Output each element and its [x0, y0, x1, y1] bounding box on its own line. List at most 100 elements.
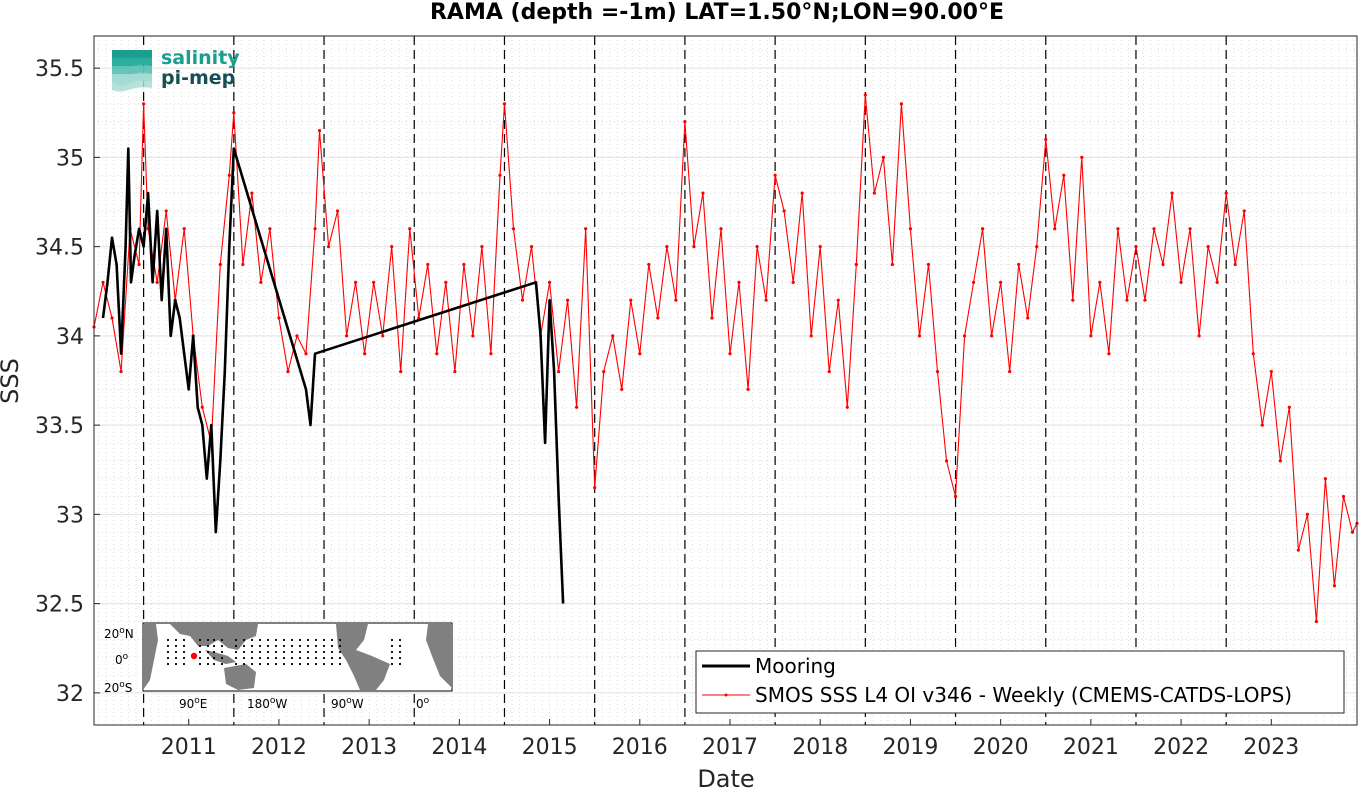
smos-data-point — [773, 173, 777, 177]
smos-data-point — [520, 298, 525, 302]
inset-mooring-dot — [250, 638, 254, 642]
inset-lat-label-20s: 20oS — [104, 680, 132, 695]
smos-data-point — [999, 280, 1003, 284]
inset-mooring-dot — [212, 650, 216, 654]
inset-mooring-dot — [198, 638, 202, 642]
smos-data-point — [304, 352, 308, 356]
inset-mooring-dot — [274, 656, 278, 660]
smos-data-point — [926, 262, 931, 267]
smos-data-point — [782, 209, 786, 213]
smos-data-point — [259, 280, 263, 284]
smos-data-point — [399, 369, 403, 374]
smos-data-point — [683, 120, 687, 124]
smos-data-point — [990, 334, 994, 338]
inset-lon-label-180w: 180oW — [247, 696, 287, 711]
inset-mooring-dot — [234, 638, 238, 642]
inset-mooring-dot — [212, 638, 216, 642]
y-tick-label: 32.5 — [35, 593, 84, 618]
smos-data-point — [277, 316, 281, 320]
smos-data-point — [390, 245, 394, 249]
smos-data-point — [800, 191, 804, 195]
smos-data-point — [1287, 405, 1291, 409]
smos-data-point — [602, 369, 606, 374]
inset-mooring-dot — [206, 662, 210, 666]
smos-data-point — [489, 352, 493, 356]
smos-data-point — [575, 405, 579, 409]
smos-data-point — [1188, 227, 1192, 231]
inset-mooring-dot — [290, 650, 294, 654]
smos-data-point — [1152, 227, 1156, 231]
inset-mooring-dot — [314, 662, 318, 666]
smos-data-point — [317, 129, 322, 133]
inset-mooring-dot — [330, 650, 334, 654]
inset-mooring-dot — [298, 638, 302, 642]
logo-text-pi-mep: pi-mep — [161, 67, 235, 89]
inset-mooring-dot — [330, 638, 334, 642]
smos-data-point — [665, 245, 669, 249]
smos-data-point — [182, 227, 186, 231]
inset-mooring-dot — [234, 662, 238, 666]
inset-mooring-dot — [234, 644, 238, 648]
x-tick-label: 2011 — [161, 735, 217, 760]
x-tick-label: 2017 — [702, 735, 758, 760]
inset-mooring-dot — [330, 662, 334, 666]
inset-mooring-dot — [242, 638, 246, 642]
y-tick-label: 35.5 — [35, 57, 84, 82]
inset-mooring-dot — [314, 638, 318, 642]
smos-data-point — [1053, 227, 1057, 231]
smos-data-point — [899, 102, 904, 106]
inset-land-australia — [224, 664, 256, 690]
smos-data-point — [1008, 369, 1012, 374]
inset-land-africa — [143, 624, 158, 690]
smos-data-point — [638, 352, 642, 356]
inset-mooring-dot — [198, 656, 202, 660]
inset-mooring-dot — [234, 650, 238, 654]
smos-data-point — [791, 280, 795, 284]
inset-mooring-dot — [258, 638, 262, 642]
smos-data-point — [701, 191, 705, 195]
smos-data-point — [836, 298, 840, 302]
smos-data-point — [250, 191, 254, 195]
inset-mooring-dot — [298, 644, 302, 648]
inset-mooring-dot — [258, 644, 262, 648]
smos-data-point — [953, 494, 958, 499]
inset-mooring-dot — [274, 638, 278, 642]
inset-mooring-dot — [182, 656, 186, 660]
smos-data-point — [1197, 334, 1201, 338]
x-tick-label: 2022 — [1153, 735, 1209, 760]
inset-mooring-dot — [390, 638, 394, 642]
smos-data-point — [827, 369, 831, 374]
smos-data-point — [119, 369, 123, 374]
inset-mooring-dot — [290, 638, 294, 642]
x-tick-label: 2012 — [251, 735, 307, 760]
smos-data-point — [372, 280, 376, 284]
smos-data-point — [453, 369, 457, 374]
x-tick-label: 2020 — [973, 735, 1029, 760]
smos-data-point — [1134, 245, 1138, 249]
y-tick-label: 34.5 — [35, 236, 84, 261]
smos-data-point — [241, 262, 245, 267]
inset-mooring-dot — [322, 644, 326, 648]
inset-mooring-dot — [322, 650, 326, 654]
smos-data-point — [142, 102, 146, 106]
smos-data-point — [110, 316, 114, 320]
smos-data-point — [471, 334, 475, 338]
x-tick-label: 2019 — [882, 735, 938, 760]
inset-mooring-dot — [250, 662, 254, 666]
inset-mooring-dot — [266, 662, 270, 666]
inset-mooring-dot — [220, 656, 224, 660]
inset-mooring-dot — [298, 650, 302, 654]
inset-mooring-dot — [398, 662, 402, 666]
smos-data-point — [1071, 298, 1075, 302]
smos-data-point — [232, 111, 236, 115]
smos-data-point — [1350, 530, 1355, 534]
inset-mooring-dot — [338, 650, 342, 654]
inset-mooring-dot — [398, 638, 402, 642]
smos-data-point — [286, 369, 290, 374]
inset-mooring-dot — [398, 644, 402, 648]
x-tick-label: 2016 — [612, 735, 668, 760]
inset-land-westafrica — [426, 624, 452, 688]
inset-mooring-dot — [306, 638, 310, 642]
x-tick-label: 2014 — [431, 735, 487, 760]
smos-data-point — [620, 387, 624, 392]
